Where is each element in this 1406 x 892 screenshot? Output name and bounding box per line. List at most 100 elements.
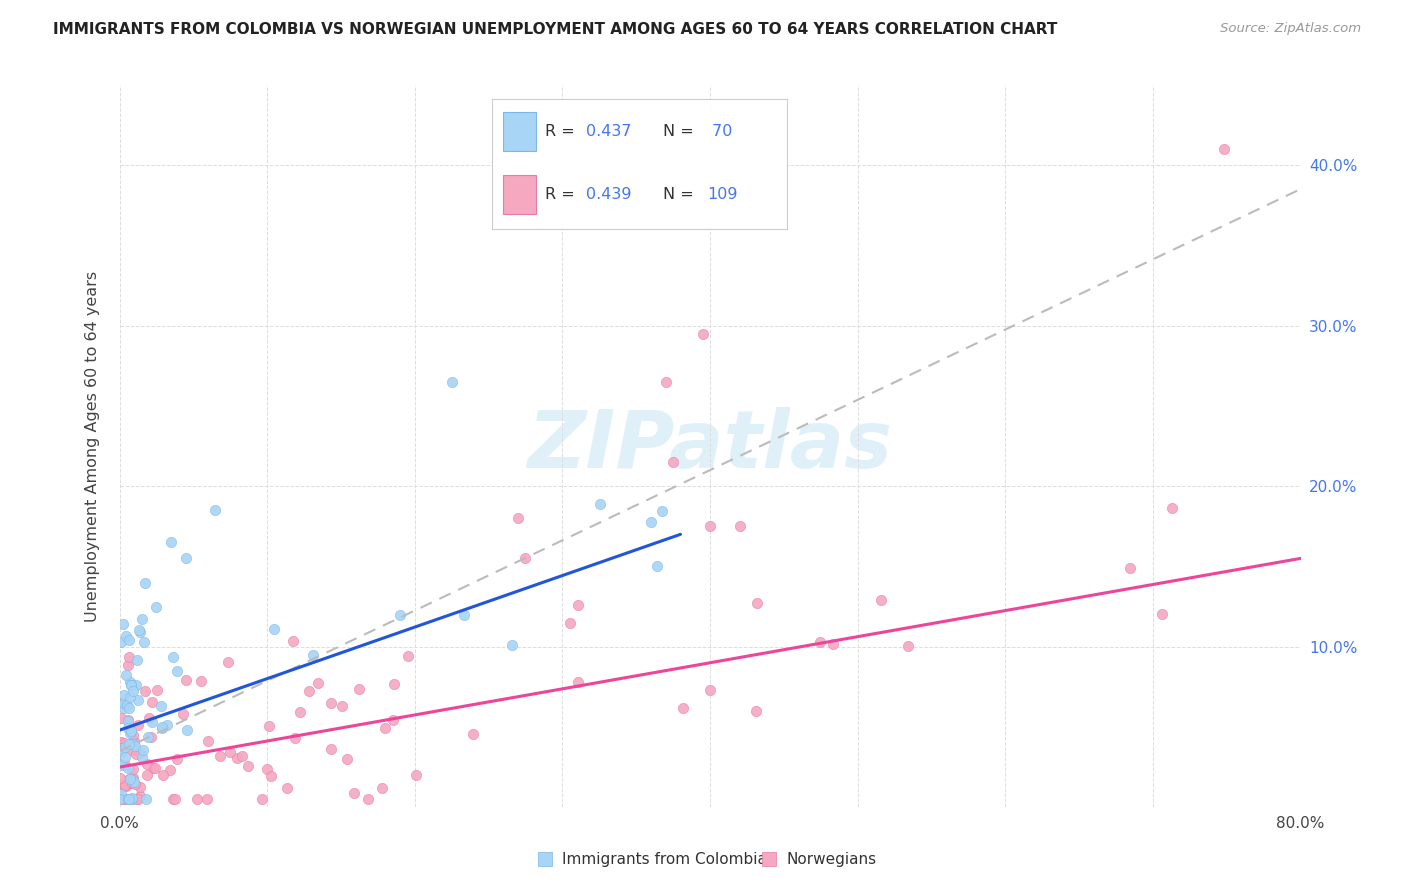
Point bbox=[381, 714, 404, 728]
Point bbox=[129, 789, 152, 804]
Point bbox=[1212, 142, 1234, 156]
Point bbox=[139, 730, 162, 744]
Point bbox=[122, 728, 145, 742]
Point bbox=[823, 637, 845, 651]
Point bbox=[121, 737, 143, 751]
Point bbox=[128, 623, 150, 637]
Point bbox=[132, 743, 155, 757]
Point bbox=[190, 673, 212, 688]
Point bbox=[567, 675, 589, 690]
Point bbox=[672, 700, 695, 714]
Point bbox=[118, 792, 141, 806]
Point bbox=[134, 684, 156, 698]
Point bbox=[127, 792, 149, 806]
Point bbox=[118, 632, 141, 647]
Point bbox=[145, 599, 167, 614]
Point bbox=[405, 768, 427, 782]
Point bbox=[128, 624, 150, 639]
Point bbox=[110, 787, 132, 801]
Point bbox=[357, 792, 380, 806]
Point bbox=[112, 736, 135, 750]
Point bbox=[128, 746, 150, 760]
Point bbox=[110, 756, 132, 771]
Point bbox=[231, 749, 253, 764]
Point bbox=[162, 792, 184, 806]
Point bbox=[281, 634, 304, 648]
Point bbox=[115, 698, 138, 712]
Point bbox=[121, 792, 143, 806]
Point bbox=[567, 599, 589, 613]
Point bbox=[440, 375, 463, 389]
Point bbox=[515, 551, 537, 566]
Point bbox=[114, 750, 136, 764]
Point bbox=[124, 777, 146, 791]
Point bbox=[110, 771, 132, 785]
Point bbox=[1160, 501, 1182, 516]
Point bbox=[176, 723, 198, 737]
Point bbox=[108, 792, 131, 806]
Text: ZIPatlas: ZIPatlas bbox=[527, 407, 893, 485]
Point bbox=[110, 780, 132, 794]
Point bbox=[263, 622, 285, 636]
Point bbox=[111, 744, 134, 758]
Point bbox=[209, 748, 232, 763]
Point bbox=[120, 678, 142, 692]
Y-axis label: Unemployment Among Ages 60 to 64 years: Unemployment Among Ages 60 to 64 years bbox=[86, 270, 100, 622]
Point bbox=[121, 791, 143, 805]
Point bbox=[138, 731, 160, 745]
Point bbox=[389, 607, 412, 622]
Point bbox=[276, 780, 298, 795]
Point bbox=[112, 777, 135, 791]
Point bbox=[501, 638, 523, 652]
Point bbox=[382, 676, 405, 690]
Point bbox=[112, 792, 135, 806]
Point bbox=[204, 503, 226, 517]
Point bbox=[506, 511, 529, 525]
Point bbox=[125, 747, 148, 761]
Point bbox=[374, 721, 396, 735]
Point bbox=[1150, 607, 1173, 621]
Point bbox=[121, 771, 143, 785]
Point bbox=[117, 762, 139, 776]
Point bbox=[114, 779, 136, 793]
Point bbox=[122, 772, 145, 787]
Point bbox=[250, 792, 273, 806]
Point bbox=[127, 692, 149, 706]
Point bbox=[236, 759, 259, 773]
Point bbox=[114, 739, 136, 754]
Point bbox=[118, 737, 141, 751]
Point bbox=[217, 655, 239, 669]
Point bbox=[307, 675, 329, 690]
Point bbox=[111, 792, 134, 806]
Point bbox=[159, 763, 181, 777]
Point bbox=[699, 683, 721, 698]
Point bbox=[869, 592, 891, 607]
Point bbox=[131, 750, 153, 764]
Point bbox=[120, 690, 142, 704]
Point bbox=[135, 792, 157, 806]
Point bbox=[808, 635, 831, 649]
Point bbox=[138, 711, 160, 725]
Point bbox=[141, 695, 163, 709]
Point bbox=[150, 721, 173, 735]
Point bbox=[121, 791, 143, 805]
Point bbox=[135, 768, 157, 782]
Text: Source: ZipAtlas.com: Source: ZipAtlas.com bbox=[1220, 22, 1361, 36]
Point bbox=[117, 792, 139, 806]
Point bbox=[117, 714, 139, 728]
Point bbox=[118, 776, 141, 790]
Point bbox=[349, 682, 371, 697]
Point bbox=[146, 683, 169, 698]
Point bbox=[152, 767, 174, 781]
Point bbox=[115, 668, 138, 682]
Point bbox=[122, 762, 145, 776]
Point bbox=[115, 792, 138, 806]
Point bbox=[121, 678, 143, 692]
Point bbox=[162, 650, 184, 665]
Point bbox=[645, 559, 668, 574]
Point bbox=[110, 635, 132, 649]
Text: Immigrants from Colombia: Immigrants from Colombia bbox=[562, 852, 768, 867]
Point bbox=[1118, 560, 1140, 574]
Point bbox=[332, 698, 354, 713]
Point bbox=[120, 772, 142, 787]
